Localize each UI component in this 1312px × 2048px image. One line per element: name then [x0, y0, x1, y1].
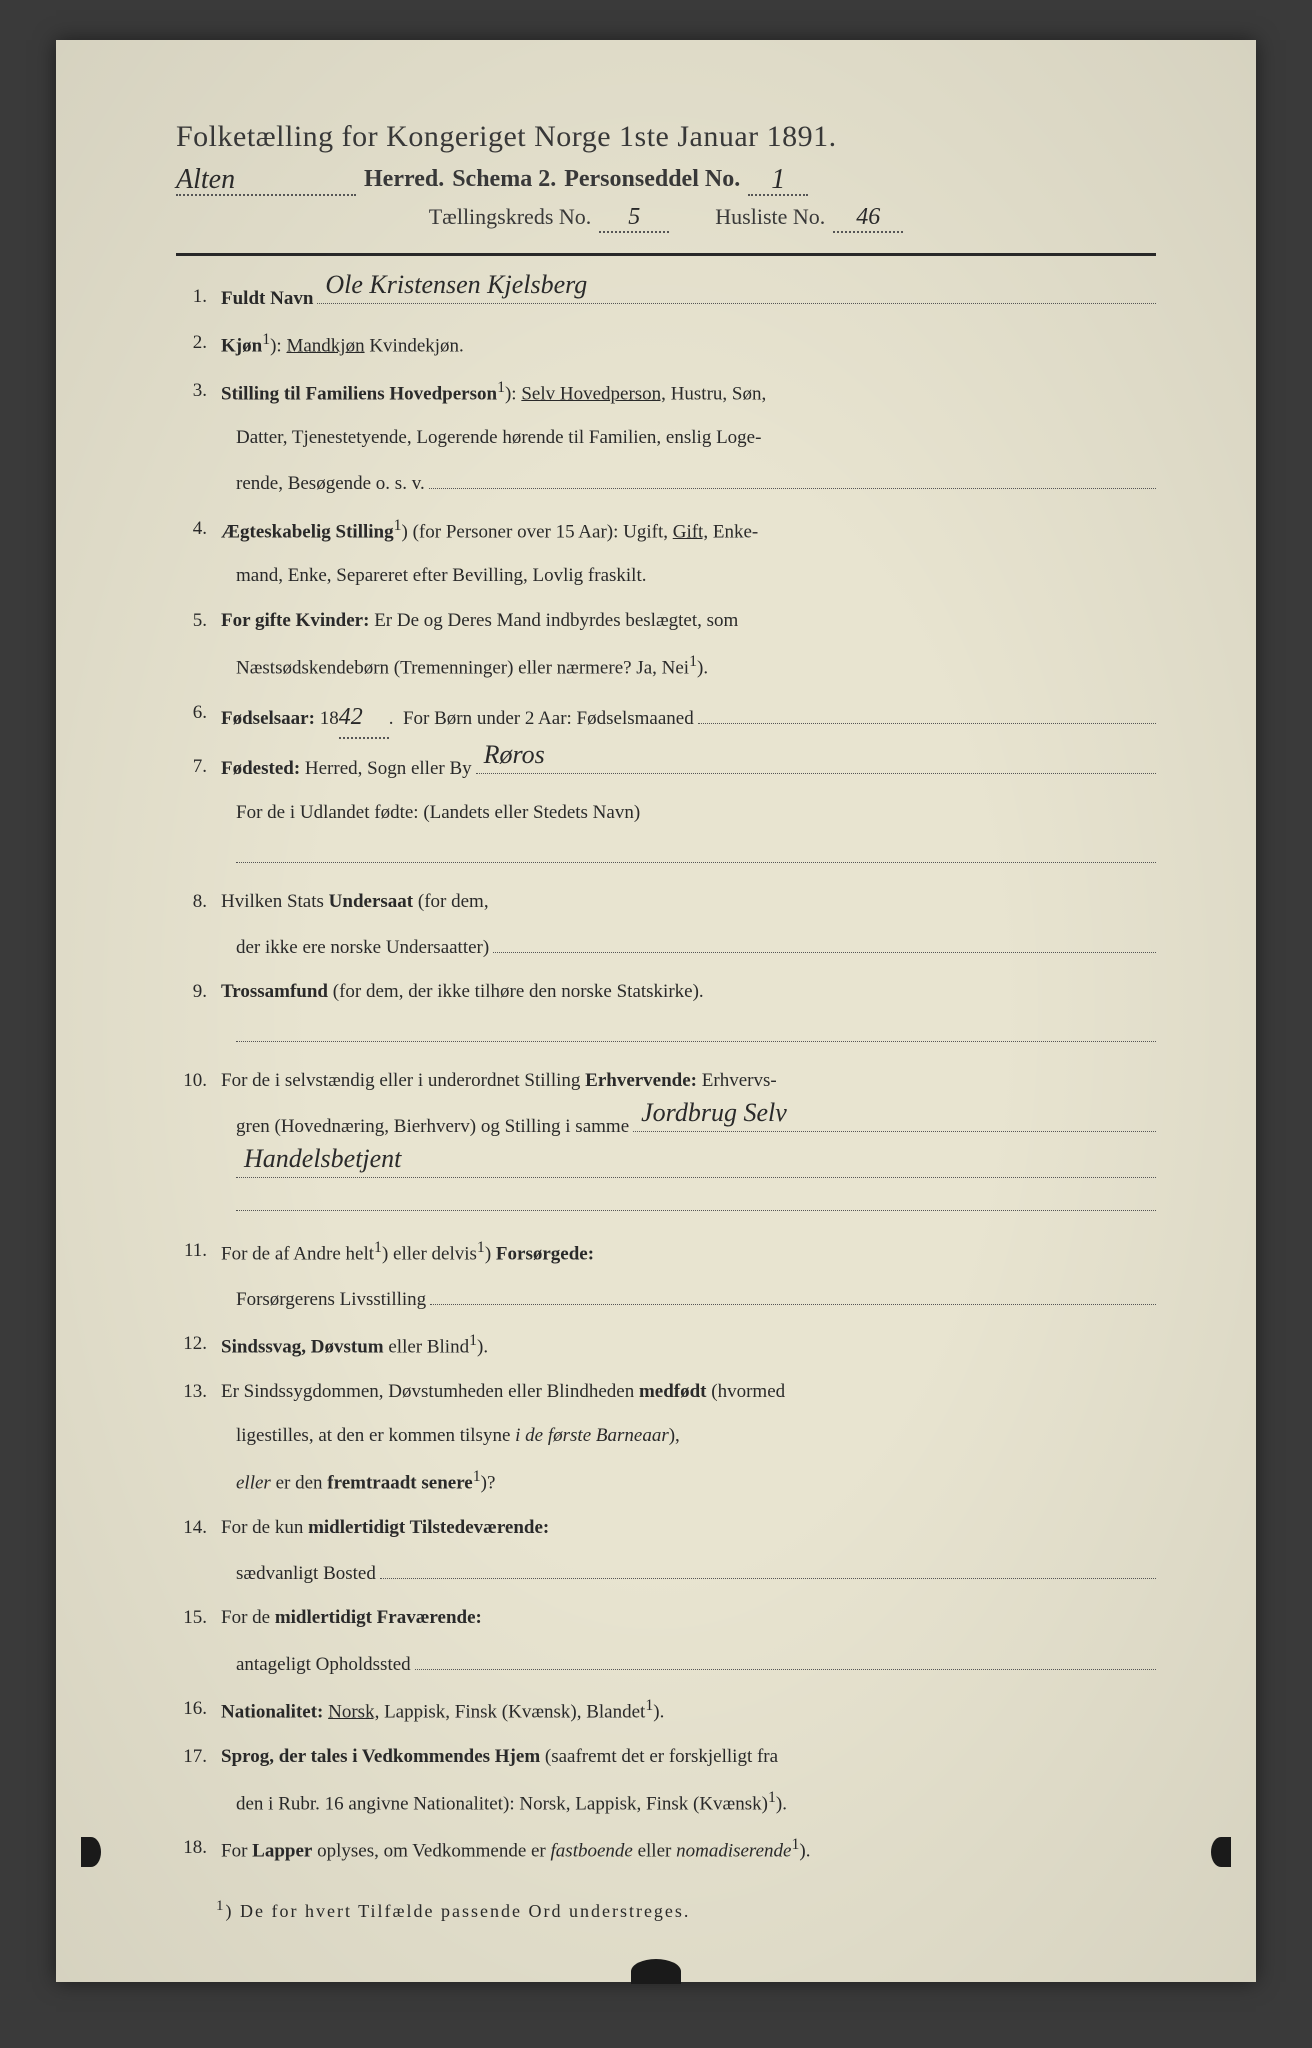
footnote: 1) De for hvert Tilfælde passende Ord un… — [216, 1898, 1156, 1922]
item-17: 17. Sprog, der tales i Vedkommendes Hjem… — [176, 1741, 1156, 1773]
item-7-cont: For de i Udlandet fødte: (Landets eller … — [236, 797, 1156, 829]
item-11: 11. For de af Andre helt1) eller delvis1… — [176, 1235, 1156, 1271]
item-4-cont: mand, Enke, Separeret efter Bevilling, L… — [236, 560, 1156, 592]
herred-value: Alten — [176, 164, 235, 195]
item-3-cont2: rende, Besøgende o. s. v. — [236, 467, 1156, 501]
item-3-selected: Selv Hovedperson, — [521, 383, 666, 404]
item-16-selected: Norsk, — [328, 1701, 379, 1722]
tear-bottom — [631, 1959, 681, 1984]
item-14-cont: sædvanligt Bosted — [236, 1556, 1156, 1590]
census-form-page: Folketælling for Kongeriget Norge 1ste J… — [56, 40, 1256, 1982]
item-8-cont: der ikke ere norske Undersaatter) — [236, 930, 1156, 964]
tear-right — [1211, 1837, 1231, 1867]
husliste-label: Husliste No. — [715, 204, 825, 230]
item-10-value1: Jordbrug Selv — [641, 1091, 787, 1135]
item-3-label: Stilling til Familiens Hovedperson — [221, 383, 497, 404]
kreds-label: Tællingskreds No. — [429, 204, 592, 230]
item-10-value2: Handelsbetjent — [244, 1137, 401, 1181]
personseddel-label: Personseddel No. — [564, 166, 740, 193]
item-14: 14. For de kun midlertidigt Tilstedevære… — [176, 1512, 1156, 1544]
item-13-cont2: eller er den fremtraadt senere1)? — [236, 1464, 1156, 1500]
header-line-3: Tællingskreds No. 5 Husliste No. 46 — [176, 204, 1156, 233]
item-9-label: Trossamfund — [221, 981, 328, 1002]
item-5-label: For gifte Kvinder: — [221, 610, 369, 631]
item-18: 18. For Lapper oplyses, om Vedkommende e… — [176, 1832, 1156, 1868]
item-2-label: Kjøn — [221, 335, 262, 356]
item-4-label: Ægteskabelig Stilling — [221, 521, 394, 542]
item-10-blank — [236, 1190, 1156, 1222]
item-11-cont: Forsørgerens Livsstilling — [236, 1282, 1156, 1316]
item-7-label: Fødested: — [221, 753, 300, 785]
schema-label: Schema 2. — [452, 166, 556, 193]
husliste-no: 46 — [856, 204, 880, 230]
item-15-cont: antageligt Opholdssted — [236, 1647, 1156, 1681]
item-2-selected: Mandkjøn — [286, 335, 364, 356]
item-13-cont1: ligestilles, at den er kommen tilsyne i … — [236, 1420, 1156, 1452]
item-4-selected: Gift, — [673, 521, 708, 542]
header-line-2: Alten Herred. Schema 2. Personseddel No.… — [176, 162, 1156, 196]
item-12-label: Sindssvag, Døvstum — [221, 1337, 384, 1358]
item-10-cont2: Handelsbetjent — [236, 1155, 1156, 1178]
item-16: 16. Nationalitet: Norsk, Lappisk, Finsk … — [176, 1693, 1156, 1729]
kreds-no: 5 — [628, 204, 640, 230]
item-1-value: Ole Kristensen Kjelsberg — [325, 263, 587, 307]
item-6: 6. Fødselsaar: 1842. For Børn under 2 Aa… — [176, 697, 1156, 740]
item-3-cont1: Datter, Tjenestetyende, Logerende hørend… — [236, 422, 1156, 454]
item-6-label: Fødselsaar: — [221, 703, 315, 735]
item-6-year: 42 — [339, 704, 363, 730]
item-2: 2. Kjøn1): Mandkjøn Kvindekjøn. — [176, 327, 1156, 363]
item-5-cont: Næstsødskendebørn (Tremenninger) eller n… — [236, 649, 1156, 685]
tear-left — [81, 1837, 101, 1867]
item-4: 4. Ægteskabelig Stilling1) (for Personer… — [176, 513, 1156, 549]
divider — [176, 253, 1156, 256]
item-16-label: Nationalitet: — [221, 1701, 323, 1722]
item-3: 3. Stilling til Familiens Hovedperson1):… — [176, 375, 1156, 411]
item-17-cont: den i Rubr. 16 angivne Nationalitet): No… — [236, 1785, 1156, 1821]
item-9: 9. Trossamfund (for dem, der ikke tilhør… — [176, 976, 1156, 1008]
herred-label: Herred. — [364, 166, 444, 193]
item-1: 1. Fuldt Navn Ole Kristensen Kjelsberg — [176, 281, 1156, 315]
item-5: 5. For gifte Kvinder: Er De og Deres Man… — [176, 605, 1156, 637]
item-7: 7. Fødested: Herred, Sogn eller By Røros — [176, 751, 1156, 785]
item-12: 12. Sindssvag, Døvstum eller Blind1). — [176, 1328, 1156, 1364]
personseddel-no: 1 — [771, 164, 785, 195]
item-7-blank — [236, 842, 1156, 874]
item-1-label: Fuldt Navn — [221, 283, 313, 315]
item-8: 8. Hvilken Stats Undersaat (for dem, — [176, 886, 1156, 918]
item-7-value: Røros — [484, 733, 545, 777]
item-9-blank — [236, 1021, 1156, 1053]
page-title: Folketælling for Kongeriget Norge 1ste J… — [176, 120, 1156, 154]
item-15: 15. For de midlertidigt Fraværende: — [176, 1602, 1156, 1634]
item-13: 13. Er Sindssygdommen, Døvstumheden elle… — [176, 1376, 1156, 1408]
